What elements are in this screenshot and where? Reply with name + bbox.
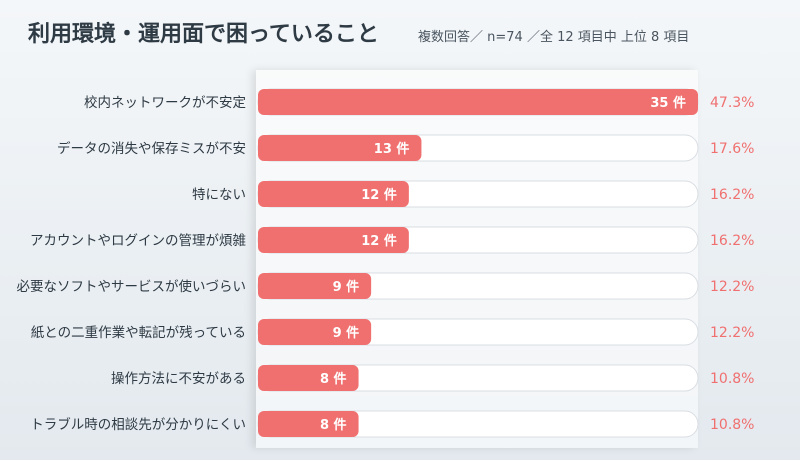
value-label: 9 件 [333, 279, 360, 295]
percent-label: 16.2% [710, 187, 754, 203]
percent-label: 47.3% [710, 95, 754, 111]
bar [258, 273, 372, 299]
category-label: 校内ネットワークが不安定 [84, 94, 246, 111]
category-label: アカウントやログインの管理が煩雑 [30, 233, 246, 249]
chart-subtitle: 複数回答／ n=74 ／全 12 項目中 上位 8 項目 [418, 30, 690, 45]
category-label: データの消失や保存ミスが不安 [57, 140, 246, 157]
value-label: 13 件 [374, 141, 410, 157]
category-label: 必要なソフトやサービスが使いづらい [17, 278, 247, 295]
category-label: 特にない [192, 187, 246, 203]
bar [258, 411, 359, 437]
bar [258, 89, 698, 115]
percent-label: 10.8% [710, 371, 754, 387]
category-label: 操作方法に不安がある [111, 371, 246, 387]
percent-label: 16.2% [710, 233, 754, 249]
value-label: 8 件 [320, 417, 347, 433]
percent-label: 10.8% [710, 417, 754, 433]
value-label: 35 件 [650, 95, 686, 111]
value-label: 12 件 [361, 187, 397, 203]
percent-label: 12.2% [710, 279, 754, 295]
bar [258, 181, 409, 207]
percent-label: 17.6% [710, 141, 754, 157]
category-label: トラブル時の相談先が分かりにくい [30, 416, 246, 433]
bar [258, 135, 422, 161]
value-label: 12 件 [361, 233, 397, 249]
percent-label: 12.2% [710, 325, 754, 341]
value-label: 8 件 [320, 371, 347, 387]
value-label: 9 件 [333, 325, 360, 341]
chart-title: 利用環境・運用面で困っていること [28, 22, 379, 47]
category-label: 紙との二重作業や転記が残っている [31, 324, 246, 341]
bar [258, 365, 359, 391]
bar [258, 227, 409, 253]
bar [258, 319, 372, 345]
